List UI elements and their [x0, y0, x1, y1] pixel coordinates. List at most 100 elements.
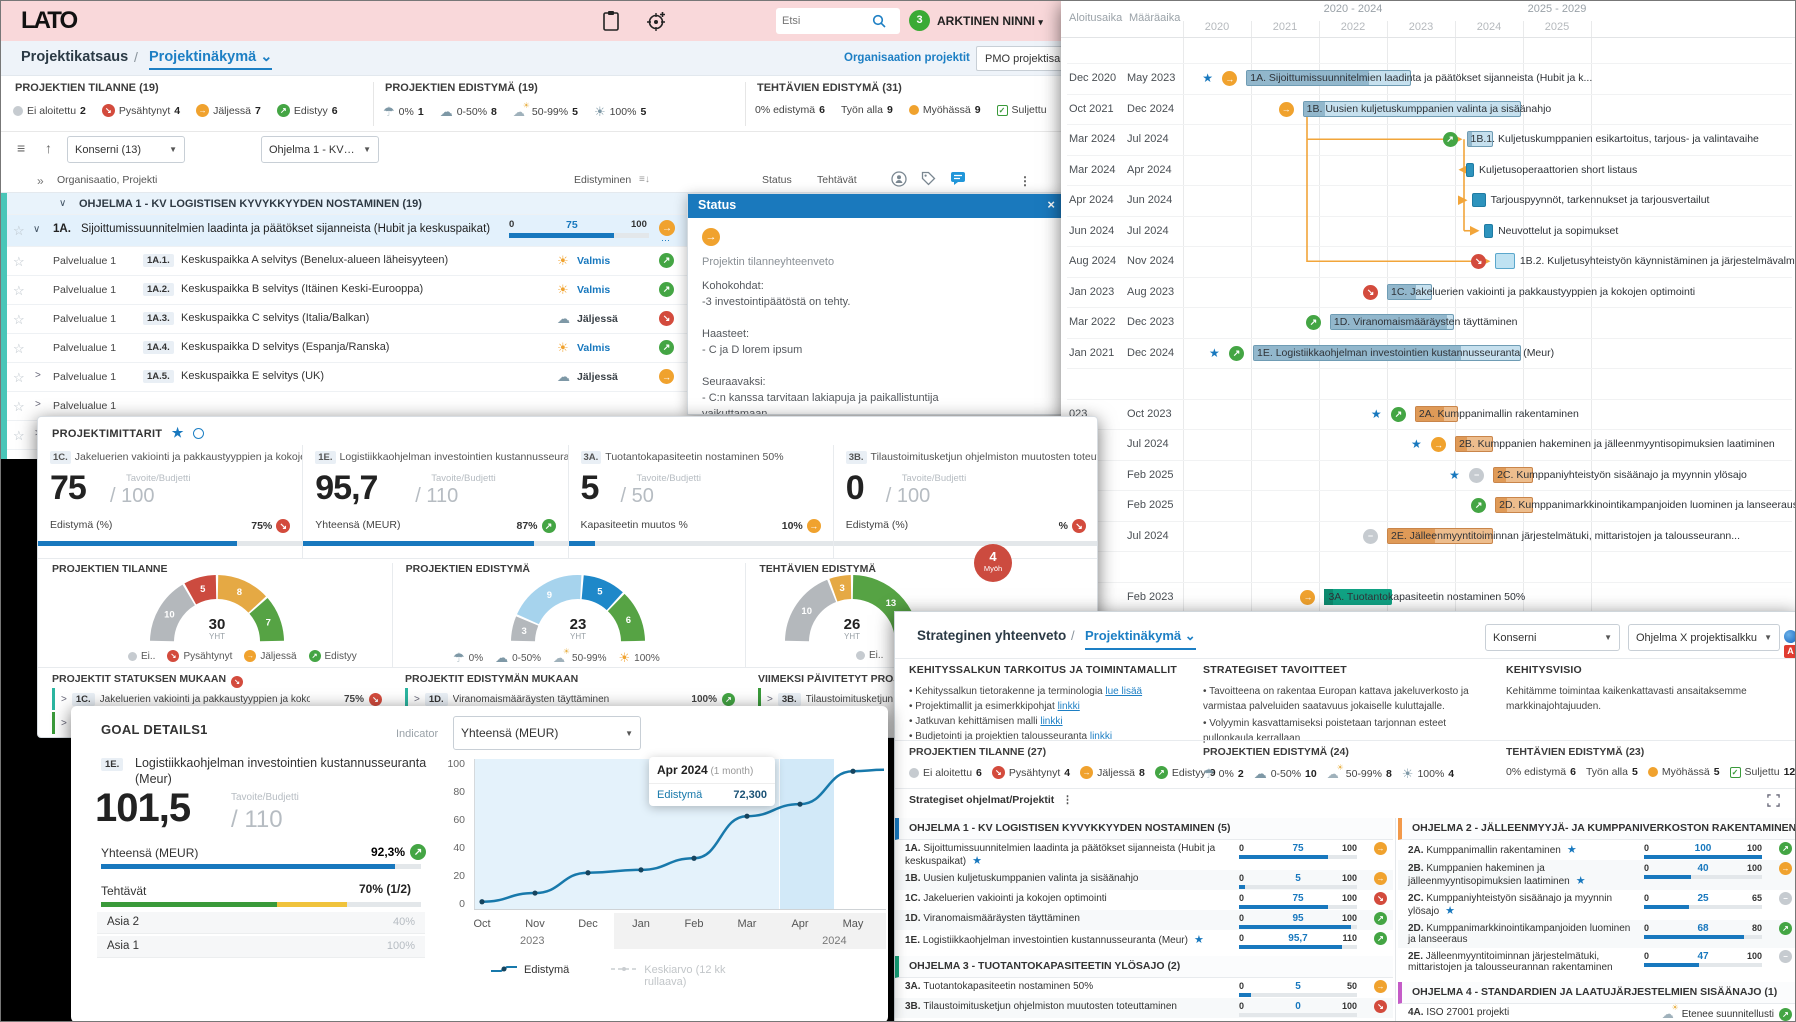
clipboard-icon[interactable] [601, 10, 623, 32]
strategic-org-select[interactable]: Konserni ▼ [1485, 624, 1620, 651]
close-icon[interactable]: × [1047, 197, 1055, 212]
search-field[interactable] [782, 15, 872, 27]
status-red-icon[interactable]: ↘ [167, 650, 180, 662]
favorite-star-icon[interactable]: ★ [171, 425, 184, 440]
status-gray-icon[interactable]: − [1469, 467, 1485, 483]
notification-badge[interactable]: 3 [909, 10, 930, 31]
gantt-bar[interactable] [1495, 253, 1515, 269]
status-gray-icon[interactable]: − [1779, 892, 1792, 905]
lato-logo[interactable]: LATO [21, 7, 78, 34]
status-orange-icon[interactable]: → [196, 104, 210, 117]
program-project-row[interactable]: 1B. Uusien kuljetuskumppanien valinta ja… [895, 870, 1393, 890]
circle-icon[interactable] [193, 428, 205, 439]
status-green-icon[interactable]: ↗ [276, 104, 290, 117]
organisation-projects-link[interactable]: Organisaation projektit [844, 52, 970, 64]
project-list-item[interactable]: >1D. Viranomaismääräysten täyttäminen 100%… [405, 688, 735, 710]
favorite-star-icon[interactable]: ★ [1370, 406, 1382, 421]
status-orange-icon[interactable]: → [1431, 437, 1446, 452]
program-project-row[interactable]: 2D. Kumppanimarkkinointikampanjoiden luo… [1398, 920, 1795, 948]
status-green-icon[interactable]: ↗ [659, 340, 674, 355]
star-icon[interactable]: ☆ [13, 312, 25, 327]
gantt-bar[interactable] [1387, 283, 1432, 300]
star-icon[interactable]: ☆ [13, 283, 25, 298]
status-green-icon[interactable]: ↗ [722, 692, 735, 706]
legend-item[interactable]: Keskiarvo (12 kk rullaava) [611, 964, 754, 988]
sort-icon[interactable]: ≡↓ [639, 174, 650, 185]
program-project-row[interactable]: 2C. Kumppaniyhteistyön sisäänajo ja myyn… [1398, 890, 1795, 920]
gantt-bar[interactable] [1466, 131, 1494, 147]
status-red-icon[interactable]: ↘ [991, 766, 1005, 779]
star-icon[interactable]: ☆ [13, 254, 25, 269]
gantt-bar[interactable] [1455, 436, 1494, 452]
row-more-icon[interactable]: ⋯ [661, 235, 670, 245]
chevron-right-icon[interactable]: > [61, 717, 67, 729]
strategic-link[interactable]: lue lisää [1105, 686, 1143, 697]
program-project-row[interactable]: 1C. Jakeluerien vakiointi ja kokojen opt… [895, 890, 1393, 910]
gantt-bar[interactable] [1472, 193, 1486, 207]
status-red-icon[interactable]: ↘ [101, 104, 115, 117]
status-red-icon[interactable]: ↘ [369, 692, 382, 706]
status-green-icon[interactable]: ↗ [1229, 345, 1245, 361]
star-icon[interactable]: ☆ [13, 341, 25, 356]
chevron-right-icon[interactable]: > [767, 693, 773, 705]
task-row[interactable]: Asia 2 40% [97, 912, 425, 934]
star-icon[interactable]: ☆ [13, 399, 25, 414]
strategic-portfolio-select[interactable]: Ohjelma X projektisalkku ▼ [1628, 624, 1780, 651]
status-green-icon[interactable]: ↗ [1779, 922, 1792, 935]
status-red-icon[interactable]: ↘ [1374, 892, 1387, 905]
gantt-bar[interactable] [1302, 100, 1521, 117]
status-green-icon[interactable]: ↗ [1779, 842, 1792, 855]
legend-item[interactable]: Edistymä [491, 964, 569, 988]
status-red-icon[interactable]: ↘ [659, 311, 674, 326]
favorite-star-icon[interactable]: ★ [1209, 345, 1220, 360]
chevron-right-icon[interactable]: > [61, 693, 67, 705]
gantt-bar[interactable] [1329, 314, 1455, 330]
favorite-star-icon[interactable]: ★ [13, 457, 25, 459]
program-header[interactable]: OHJELMA 3 - TUOTANTOKAPASITEETIN YLÖSAJO… [895, 956, 1393, 978]
status-green-icon[interactable]: ↗ [1154, 766, 1168, 779]
fullscreen-icon[interactable] [1767, 794, 1780, 807]
gantt-bar[interactable] [1493, 466, 1534, 483]
favorite-star-icon[interactable]: ★ [1202, 71, 1213, 85]
program-project-row[interactable]: 2B. Kumppanien hakeminen ja jälleenmyynt… [1398, 860, 1795, 890]
favorite-star-icon[interactable]: ★ [1575, 875, 1586, 887]
status-orange-icon[interactable]: → [1080, 766, 1094, 779]
more-options-icon[interactable]: ⋮ [1062, 794, 1073, 806]
status-red-icon[interactable]: ↘ [1471, 254, 1487, 269]
search-icon[interactable] [872, 14, 886, 28]
gantt-bar[interactable] [1246, 70, 1411, 86]
target-add-icon[interactable] [646, 10, 668, 32]
status-green-icon[interactable]: ↗ [541, 519, 556, 533]
chevron-down-icon[interactable]: ∨ [33, 224, 41, 235]
indicator-select[interactable]: Yhteensä (MEUR) ▼ [453, 716, 641, 750]
gantt-bar[interactable] [1414, 405, 1458, 422]
status-orange-icon[interactable]: → [244, 650, 257, 662]
status-orange-icon[interactable]: → [1278, 101, 1294, 117]
globe-icon[interactable] [1784, 630, 1795, 643]
strategic-link[interactable]: linkki [1057, 701, 1080, 712]
program-header[interactable]: OHJELMA 4 - STANDARDIEN JA LAATUJÄRJESTE… [1398, 982, 1795, 1004]
program-project-row[interactable]: 2A. Kumppanimallin rakentaminen ★ 0 100 100 ↗ [1398, 840, 1795, 860]
gantt-bar[interactable] [1324, 588, 1393, 605]
star-icon[interactable]: ☆ [13, 428, 25, 443]
favorite-star-icon[interactable]: ★ [1566, 844, 1577, 856]
favorite-star-icon[interactable]: ★ [1411, 437, 1422, 451]
sort-direction-icon[interactable]: ↑ [45, 140, 52, 156]
program-project-row[interactable]: 1A. Sijoittumissuunnitelmien laadinta ja… [895, 840, 1393, 870]
status-orange-icon[interactable]: → [659, 220, 675, 236]
status-popup-header[interactable]: Status × [688, 194, 1063, 218]
program-project-row[interactable]: 2E. Jälleenmyyntitoiminnan järjestelmätu… [1398, 948, 1795, 976]
favorite-star-icon[interactable]: ★ [1445, 905, 1456, 917]
program-header[interactable]: OHJELMA 1 - KV LOGISTISEN KYVYKKYYDEN NO… [895, 818, 1393, 840]
chevron-down-icon[interactable]: ∨ [59, 198, 67, 209]
gantt-bar[interactable] [1495, 497, 1534, 513]
organisation-select[interactable]: Konserni (13) ▼ [67, 136, 185, 163]
gantt-bar[interactable] [1484, 223, 1494, 238]
status-green-icon[interactable]: ↗ [659, 253, 674, 268]
status-green-icon[interactable]: ↗ [1471, 498, 1487, 513]
status-orange-icon[interactable]: → [1779, 862, 1792, 875]
breadcrumb-view-dropdown[interactable]: Projektinäkymä ⌄ [149, 49, 273, 70]
favorite-star-icon[interactable]: ★ [972, 855, 983, 867]
person-icon[interactable] [891, 171, 907, 187]
status-red-icon[interactable]: ↘ [231, 676, 244, 688]
